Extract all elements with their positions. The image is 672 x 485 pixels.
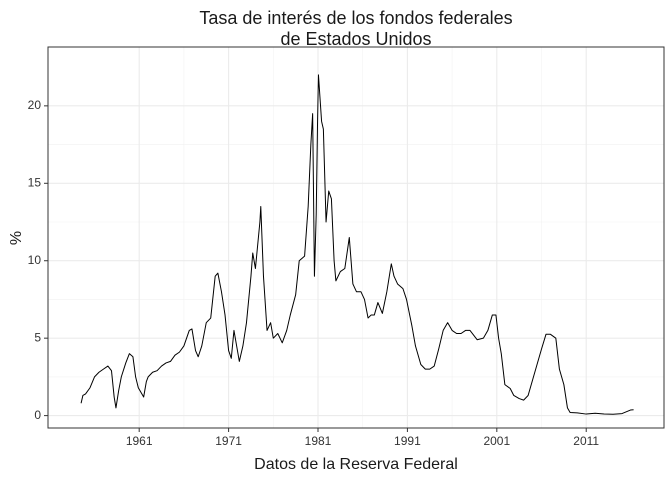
y-tick-label: 5 bbox=[34, 330, 41, 344]
x-tick-label: 1981 bbox=[305, 434, 332, 448]
y-tick-label: 20 bbox=[28, 98, 42, 112]
y-axis-title: % bbox=[8, 231, 25, 245]
x-axis-title: Datos de la Reserva Federal bbox=[254, 456, 458, 473]
y-tick-label: 10 bbox=[28, 253, 42, 267]
plot-background bbox=[48, 47, 664, 428]
x-tick-label: 1961 bbox=[126, 434, 153, 448]
x-tick-label: 2001 bbox=[483, 434, 510, 448]
x-tick-label: 1971 bbox=[215, 434, 242, 448]
data-line bbox=[80, 74, 634, 415]
chart-title: de Estados Unidos bbox=[280, 29, 431, 49]
panel-border bbox=[47, 46, 665, 429]
chart-title: Tasa de interés de los fondos federales bbox=[199, 8, 512, 28]
y-tick-label: 15 bbox=[28, 175, 42, 189]
y-tick-label: 0 bbox=[34, 408, 41, 422]
x-tick-label: 2011 bbox=[573, 434, 599, 448]
x-tick-label: 1991 bbox=[394, 434, 421, 448]
